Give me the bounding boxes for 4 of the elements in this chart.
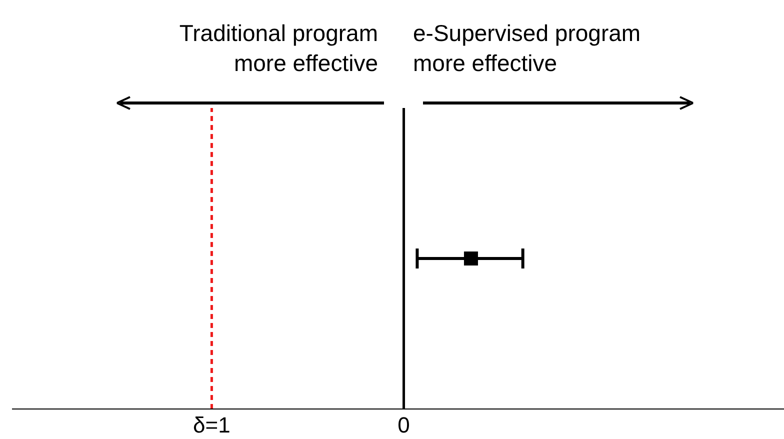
x-tick-label: 0 — [398, 412, 410, 438]
text: e-Supervised program more effective — [413, 19, 641, 78]
text: Traditional program more effective — [179, 19, 378, 78]
x-tick-label: δ=1 — [193, 412, 230, 438]
